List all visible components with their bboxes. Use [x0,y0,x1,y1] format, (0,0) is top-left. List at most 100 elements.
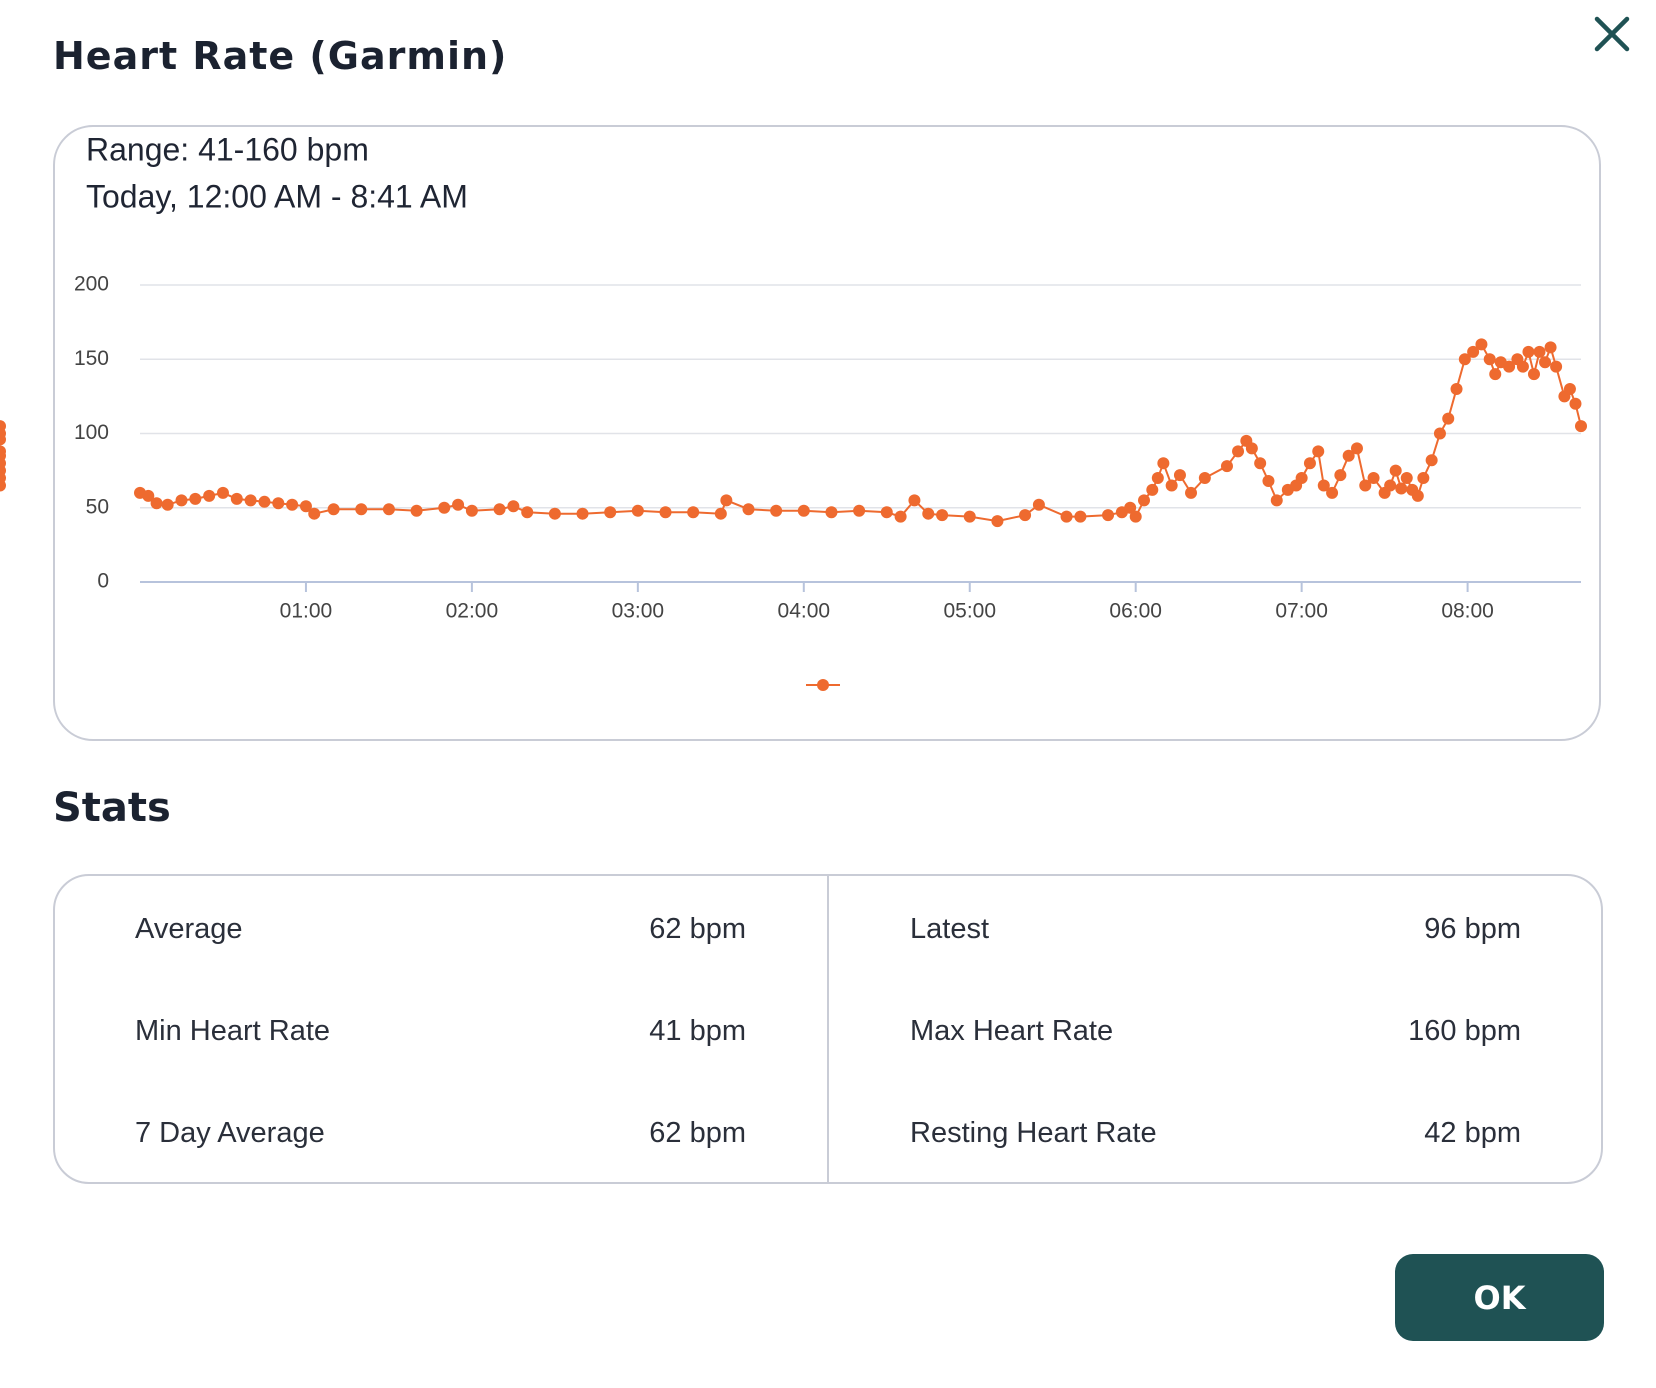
chart-card [53,125,1601,741]
data-point [1367,472,1380,485]
data-point [1384,479,1397,492]
data-point [1262,475,1275,488]
stat-value: 62 bpm [649,913,746,945]
x-tick-label: 02:00 [446,600,499,623]
data-point [1533,345,1546,358]
data-point [1550,360,1563,373]
data-point [1400,472,1413,485]
x-tick-label: 03:00 [612,600,665,623]
close-button[interactable] [1592,14,1632,54]
stat-label: Min Heart Rate [135,1015,331,1047]
stat-label: Resting Heart Rate [910,1117,1157,1149]
divider [827,876,829,1182]
data-point [0,472,6,485]
data-point [1544,341,1557,354]
data-point [410,504,423,517]
data-point [286,498,299,511]
data-point [216,486,229,499]
data-point [299,500,312,513]
data-point [465,504,478,517]
ok-button[interactable]: OK [1395,1254,1604,1341]
stat-label: Max Heart Rate [910,1015,1114,1047]
stat-value: 96 bpm [1424,913,1521,945]
data-point [1270,494,1283,507]
data-point [991,515,1004,528]
data-point [770,504,783,517]
data-point [150,497,163,510]
data-point [1563,382,1576,395]
data-point [382,503,395,516]
data-point [1245,442,1258,455]
data-point [1350,442,1363,455]
chart-subtitle: Range: 41-160 bpm [86,131,369,167]
data-point [1232,445,1245,458]
x-tick-label: 01:00 [280,600,333,623]
data-point [493,503,506,516]
data-point [1312,445,1325,458]
data-point [272,497,285,510]
data-point [507,500,520,513]
data-point [880,506,893,519]
data-point [203,489,216,502]
data-point [0,420,6,433]
y-tick-label: 0 [97,570,109,593]
data-point [1489,368,1502,381]
data-point [1303,457,1316,470]
data-point [438,501,451,514]
data-point [548,507,561,520]
data-point [631,504,644,517]
data-point [1450,382,1463,395]
data-point [1185,486,1198,499]
data-point [1317,479,1330,492]
data-point [1569,397,1582,410]
data-point [1060,510,1073,523]
stat-value: 41 bpm [649,1015,746,1047]
data-point [1503,360,1516,373]
data-point [1483,353,1496,366]
data-point [659,506,672,519]
data-point [894,510,907,523]
data-point [175,494,188,507]
y-tick-label: 50 [86,495,109,518]
data-point [161,498,174,511]
data-point [327,503,340,516]
data-point [1124,501,1137,514]
data-point [825,506,838,519]
data-point [1129,510,1142,523]
y-tick-label: 100 [74,421,109,444]
data-point [1433,427,1446,440]
data-point [308,507,321,520]
data-point [720,494,733,507]
data-point [0,433,6,446]
x-tick-label: 07:00 [1275,600,1328,623]
data-point [1442,412,1455,425]
data-point [1157,457,1170,470]
data-point [1389,464,1402,477]
data-point [604,506,617,519]
data-point [576,507,589,520]
stats-heading: Stats [53,785,171,831]
data-point [1395,482,1408,495]
data-point [189,492,202,505]
data-point [797,504,810,517]
legend-marker [817,679,829,691]
y-tick-label: 150 [74,347,109,370]
data-point [1359,479,1372,492]
data-point [922,507,935,520]
data-point [452,498,465,511]
data-point [1220,460,1233,473]
data-point [1151,472,1164,485]
data-point [963,510,976,523]
data-point [1417,472,1430,485]
data-point [1102,509,1115,522]
data-point [1475,338,1488,351]
data-point [1458,353,1471,366]
data-point [142,489,155,502]
data-point [1032,498,1045,511]
x-tick-label: 05:00 [943,600,996,623]
data-point [1539,356,1552,369]
data-point [1342,449,1355,462]
data-point [521,506,534,519]
data-point [1425,454,1438,467]
